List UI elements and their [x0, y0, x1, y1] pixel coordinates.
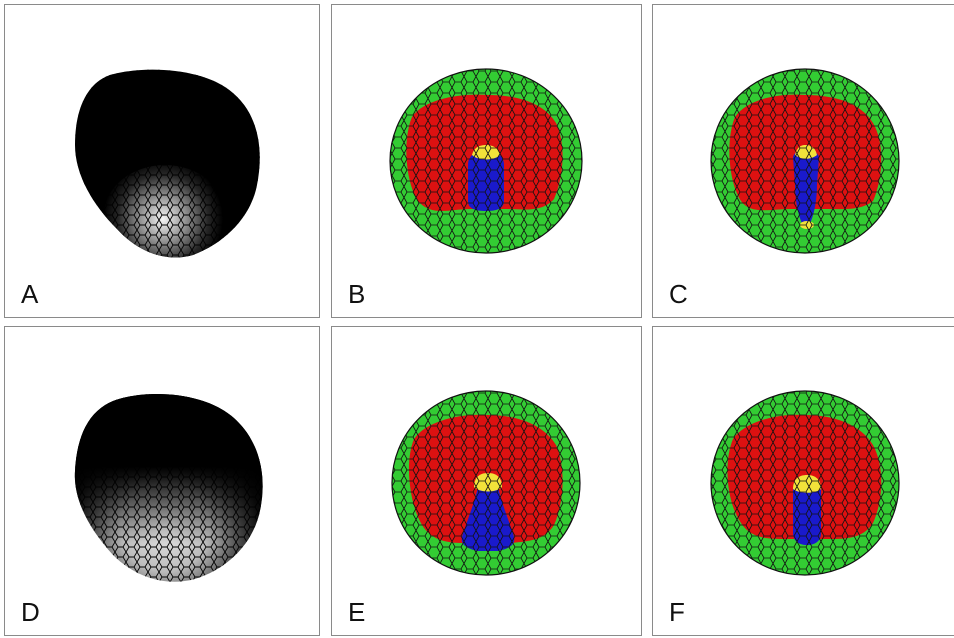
- tissue-map-image: [391, 390, 581, 576]
- panel-label: B: [348, 279, 366, 309]
- panel-f: F: [652, 326, 954, 636]
- panel-label: C: [669, 279, 688, 309]
- panel-b: B: [331, 4, 642, 318]
- panel-label: A: [21, 279, 39, 309]
- panel-label: E: [348, 597, 366, 627]
- tissue-map-image: [710, 68, 900, 254]
- panel-d: D: [4, 326, 320, 636]
- tissue-map-image: [710, 390, 900, 576]
- panel-e: E: [331, 326, 642, 636]
- panel-label: D: [21, 597, 40, 627]
- panel-label: F: [669, 597, 685, 627]
- panel-c: C: [652, 4, 954, 318]
- panel-a: A: [4, 4, 320, 318]
- intensity-tissue-image: [75, 69, 260, 258]
- tissue-map-image: [389, 68, 583, 254]
- intensity-tissue-image: [74, 394, 263, 582]
